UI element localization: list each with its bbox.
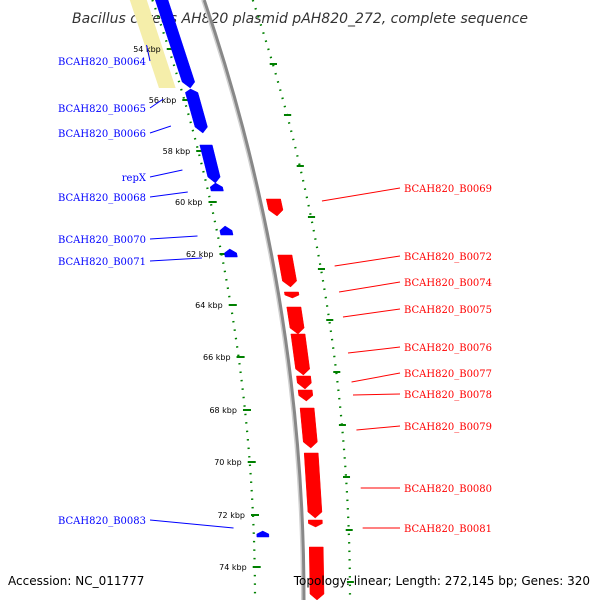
backbone-shadow bbox=[201, 0, 303, 600]
ruler-tick-label: 66 kbp bbox=[203, 353, 231, 362]
ruler-tick-label: 74 kbp bbox=[219, 563, 247, 572]
reverse-gene-label: BCAH820_B0070 bbox=[58, 235, 146, 246]
forward-gene-leader bbox=[351, 372, 401, 383]
reverse-gene-arrow bbox=[185, 88, 200, 97]
reverse-gene-arrow bbox=[256, 530, 270, 538]
outer-tick-track bbox=[251, 0, 352, 600]
forward-gene-leader bbox=[334, 255, 401, 267]
forward-gene-arrow bbox=[286, 306, 305, 335]
reverse-gene-leader bbox=[149, 235, 198, 240]
reverse-gene-leader bbox=[149, 257, 202, 262]
backbone-line bbox=[202, 0, 306, 600]
map-title: Bacillus cereus AH820 plasmid pAH820_272… bbox=[72, 11, 528, 27]
reverse-gene-leader bbox=[149, 191, 188, 198]
ruler-tick-label: 60 kbp bbox=[175, 198, 203, 207]
forward-gene-arrow bbox=[277, 254, 297, 288]
forward-gene-arrow bbox=[284, 291, 300, 299]
accession-text: Accession: NC_011777 bbox=[8, 574, 145, 588]
reverse-gene-label: BCAH820_B0071 bbox=[58, 257, 146, 268]
ruler-tick-label: 58 kbp bbox=[163, 147, 191, 156]
forward-gene-arrow bbox=[297, 389, 314, 402]
reverse-gene-label: BCAH820_B0064 bbox=[58, 57, 146, 68]
forward-gene-label: BCAH820_B0074 bbox=[404, 278, 492, 289]
forward-gene-leader bbox=[347, 346, 401, 354]
forward-gene-arrow bbox=[296, 375, 312, 390]
forward-gene-arrow bbox=[303, 452, 323, 519]
reverse-gene-arrow bbox=[219, 225, 234, 236]
reverse-gene-label: BCAH820_B0068 bbox=[58, 193, 146, 204]
ruler-tick-label: 72 kbp bbox=[217, 511, 245, 520]
forward-gene-label: BCAH820_B0079 bbox=[404, 422, 492, 433]
ruler-tick-label: 56 kbp bbox=[149, 96, 177, 105]
forward-gene-leader bbox=[342, 308, 401, 318]
forward-gene-arrow bbox=[308, 519, 323, 528]
reverse-gene-leader bbox=[149, 519, 234, 529]
reverse-gene-leader bbox=[146, 44, 151, 62]
ruler-tick-label: 62 kbp bbox=[186, 250, 214, 259]
forward-gene-label: BCAH820_B0081 bbox=[404, 524, 492, 535]
topology-text: Topology: linear; Length: 272,145 bp; Ge… bbox=[293, 574, 590, 588]
reverse-gene-arrow bbox=[155, 0, 196, 89]
forward-gene-arrow bbox=[308, 546, 325, 600]
forward-gene-label: BCAH820_B0075 bbox=[404, 305, 492, 316]
forward-gene-leader bbox=[338, 281, 401, 293]
reverse-gene-label: repX bbox=[122, 173, 147, 184]
forward-gene-label: BCAH820_B0077 bbox=[404, 369, 492, 380]
forward-gene-arrow bbox=[265, 198, 284, 217]
forward-gene-leader bbox=[356, 425, 401, 431]
reverse-gene-leader bbox=[149, 169, 183, 178]
ruler-tick-label: 70 kbp bbox=[214, 458, 242, 467]
ruler-tick-label: 64 kbp bbox=[195, 301, 223, 310]
forward-gene-label: BCAH820_B0076 bbox=[404, 343, 492, 354]
reverse-gene-arrow bbox=[209, 182, 224, 192]
inner-tick-track bbox=[151, 0, 257, 600]
reverse-gene-leader bbox=[149, 125, 172, 134]
forward-gene-label: BCAH820_B0080 bbox=[404, 484, 492, 495]
forward-gene-leader bbox=[352, 393, 401, 396]
reverse-gene-label: BCAH820_B0083 bbox=[58, 516, 146, 527]
reverse-gene-arrow bbox=[199, 144, 221, 184]
ruler-tick-label: 54 kbp bbox=[133, 45, 161, 54]
reverse-gene-label: BCAH820_B0065 bbox=[58, 104, 146, 115]
ruler-tick-label: 68 kbp bbox=[209, 406, 237, 415]
highlight-region bbox=[129, 0, 176, 88]
reverse-gene-arrow bbox=[186, 95, 208, 134]
reverse-gene-label: BCAH820_B0066 bbox=[58, 129, 146, 140]
forward-gene-leader bbox=[321, 187, 401, 202]
forward-gene-label: BCAH820_B0069 bbox=[404, 184, 492, 195]
forward-gene-arrow bbox=[299, 407, 318, 449]
forward-gene-label: BCAH820_B0072 bbox=[404, 252, 492, 263]
forward-gene-arrow bbox=[290, 333, 310, 376]
reverse-gene-leader bbox=[149, 98, 164, 109]
reverse-gene-arrow bbox=[224, 248, 238, 258]
forward-gene-label: BCAH820_B0078 bbox=[404, 390, 492, 401]
